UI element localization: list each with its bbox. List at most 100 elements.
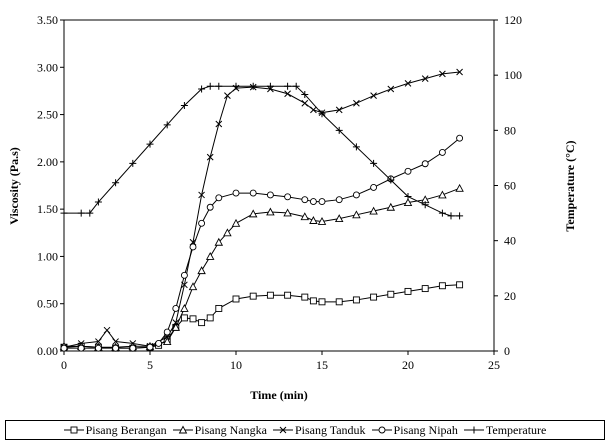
series-x — [60, 68, 463, 351]
y2-tick-label: 80 — [504, 123, 516, 137]
series-layer — [59, 68, 464, 352]
data-point — [198, 319, 206, 327]
data-point — [189, 315, 197, 323]
data-point — [206, 203, 214, 211]
data-point — [231, 218, 241, 227]
legend-item: Pisang Tanduk — [272, 422, 366, 438]
data-point — [370, 183, 378, 191]
y-tick-label: 2.50 — [37, 108, 58, 122]
data-point — [172, 304, 180, 312]
data-point — [77, 209, 85, 217]
y-tick-label: 1.50 — [37, 202, 58, 216]
legend-item: Temperature — [463, 422, 547, 438]
legend-label: Temperature — [485, 422, 547, 437]
data-point — [387, 85, 395, 93]
data-point — [439, 70, 446, 78]
legend-swatch — [172, 425, 193, 434]
data-point — [421, 201, 429, 209]
data-point — [387, 176, 395, 184]
x-tick-label: 0 — [61, 358, 67, 372]
data-point — [266, 82, 274, 90]
data-point — [335, 126, 343, 134]
data-point — [60, 344, 68, 352]
data-point — [215, 82, 223, 90]
data-point — [188, 282, 198, 291]
legend-label: Pisang Berangan — [85, 422, 167, 437]
data-point — [403, 198, 413, 206]
data-point — [206, 314, 214, 322]
legend-marker — [178, 425, 187, 434]
series-plus — [60, 82, 464, 220]
data-point — [249, 292, 257, 300]
data-point — [310, 106, 317, 114]
plot-area — [63, 19, 495, 352]
data-point — [386, 202, 396, 211]
data-point — [352, 210, 361, 219]
data-point — [456, 68, 463, 76]
data-point — [309, 216, 318, 224]
data-point — [301, 99, 309, 107]
data-point — [404, 167, 412, 175]
data-point — [171, 322, 181, 331]
legend-label: Pisang Tanduk — [294, 422, 366, 437]
data-point — [77, 344, 85, 352]
data-point — [421, 285, 429, 293]
data-point — [438, 282, 446, 290]
data-point — [214, 237, 224, 246]
x-axis-title: Time (min) — [250, 388, 307, 402]
y2-tick-label: 100 — [504, 68, 522, 82]
data-point — [456, 212, 464, 220]
legend-marker — [279, 426, 287, 434]
data-point — [370, 293, 378, 301]
y2-tick-label: 20 — [504, 289, 516, 303]
y-tick-label: 0.00 — [37, 344, 58, 358]
data-point — [215, 194, 223, 202]
y-tick-label: 2.00 — [37, 155, 58, 169]
data-point — [456, 134, 464, 142]
data-point — [335, 298, 343, 306]
data-point — [404, 193, 412, 201]
data-point — [103, 326, 111, 334]
y2-tick-label: 120 — [504, 13, 522, 27]
data-point — [249, 82, 257, 90]
series-line — [64, 85, 460, 217]
y-tick-label: 1.00 — [37, 249, 58, 263]
data-point — [146, 343, 154, 351]
series-line — [64, 187, 460, 348]
series-square — [60, 281, 464, 352]
data-point — [205, 251, 215, 260]
data-point — [318, 198, 326, 206]
data-point — [284, 291, 292, 299]
series-line — [64, 137, 460, 349]
data-point — [369, 206, 378, 215]
data-point — [309, 297, 317, 305]
data-point — [112, 344, 120, 352]
legend-swatch — [272, 426, 293, 434]
legend: Pisang Berangan Pisang Nangka Pisang Tandu… — [5, 420, 605, 440]
data-point — [404, 80, 412, 87]
data-point — [283, 208, 292, 217]
data-point — [129, 344, 137, 352]
series-line — [63, 284, 460, 349]
data-point — [266, 291, 274, 299]
y-axis-ticks: 0.00 0.50 1.00 1.50 2.00 2.50 3.00 3.50 — [37, 13, 64, 358]
data-point — [438, 209, 446, 217]
series-line — [63, 71, 460, 348]
data-point — [198, 219, 206, 227]
data-point — [163, 121, 171, 129]
data-point — [249, 189, 257, 197]
data-point — [232, 295, 240, 303]
data-point — [352, 296, 360, 304]
data-point — [438, 190, 447, 199]
x-tick-label: 20 — [402, 358, 414, 372]
legend-marker — [378, 426, 385, 434]
data-point — [223, 228, 232, 237]
data-point — [60, 209, 68, 217]
data-point — [266, 191, 274, 199]
data-point — [94, 198, 102, 206]
data-point — [352, 191, 360, 199]
data-point — [197, 266, 206, 275]
data-point — [284, 193, 292, 201]
data-point — [146, 140, 154, 148]
data-point — [224, 92, 231, 100]
